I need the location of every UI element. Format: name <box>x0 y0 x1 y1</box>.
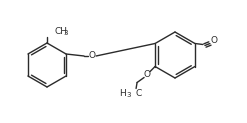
Text: O: O <box>89 51 96 60</box>
Text: 3: 3 <box>63 30 67 36</box>
Text: CH: CH <box>54 26 67 36</box>
Text: 3: 3 <box>126 92 131 98</box>
Text: H: H <box>119 89 126 98</box>
Text: O: O <box>210 36 217 45</box>
Text: O: O <box>144 70 151 79</box>
Text: C: C <box>135 89 141 98</box>
